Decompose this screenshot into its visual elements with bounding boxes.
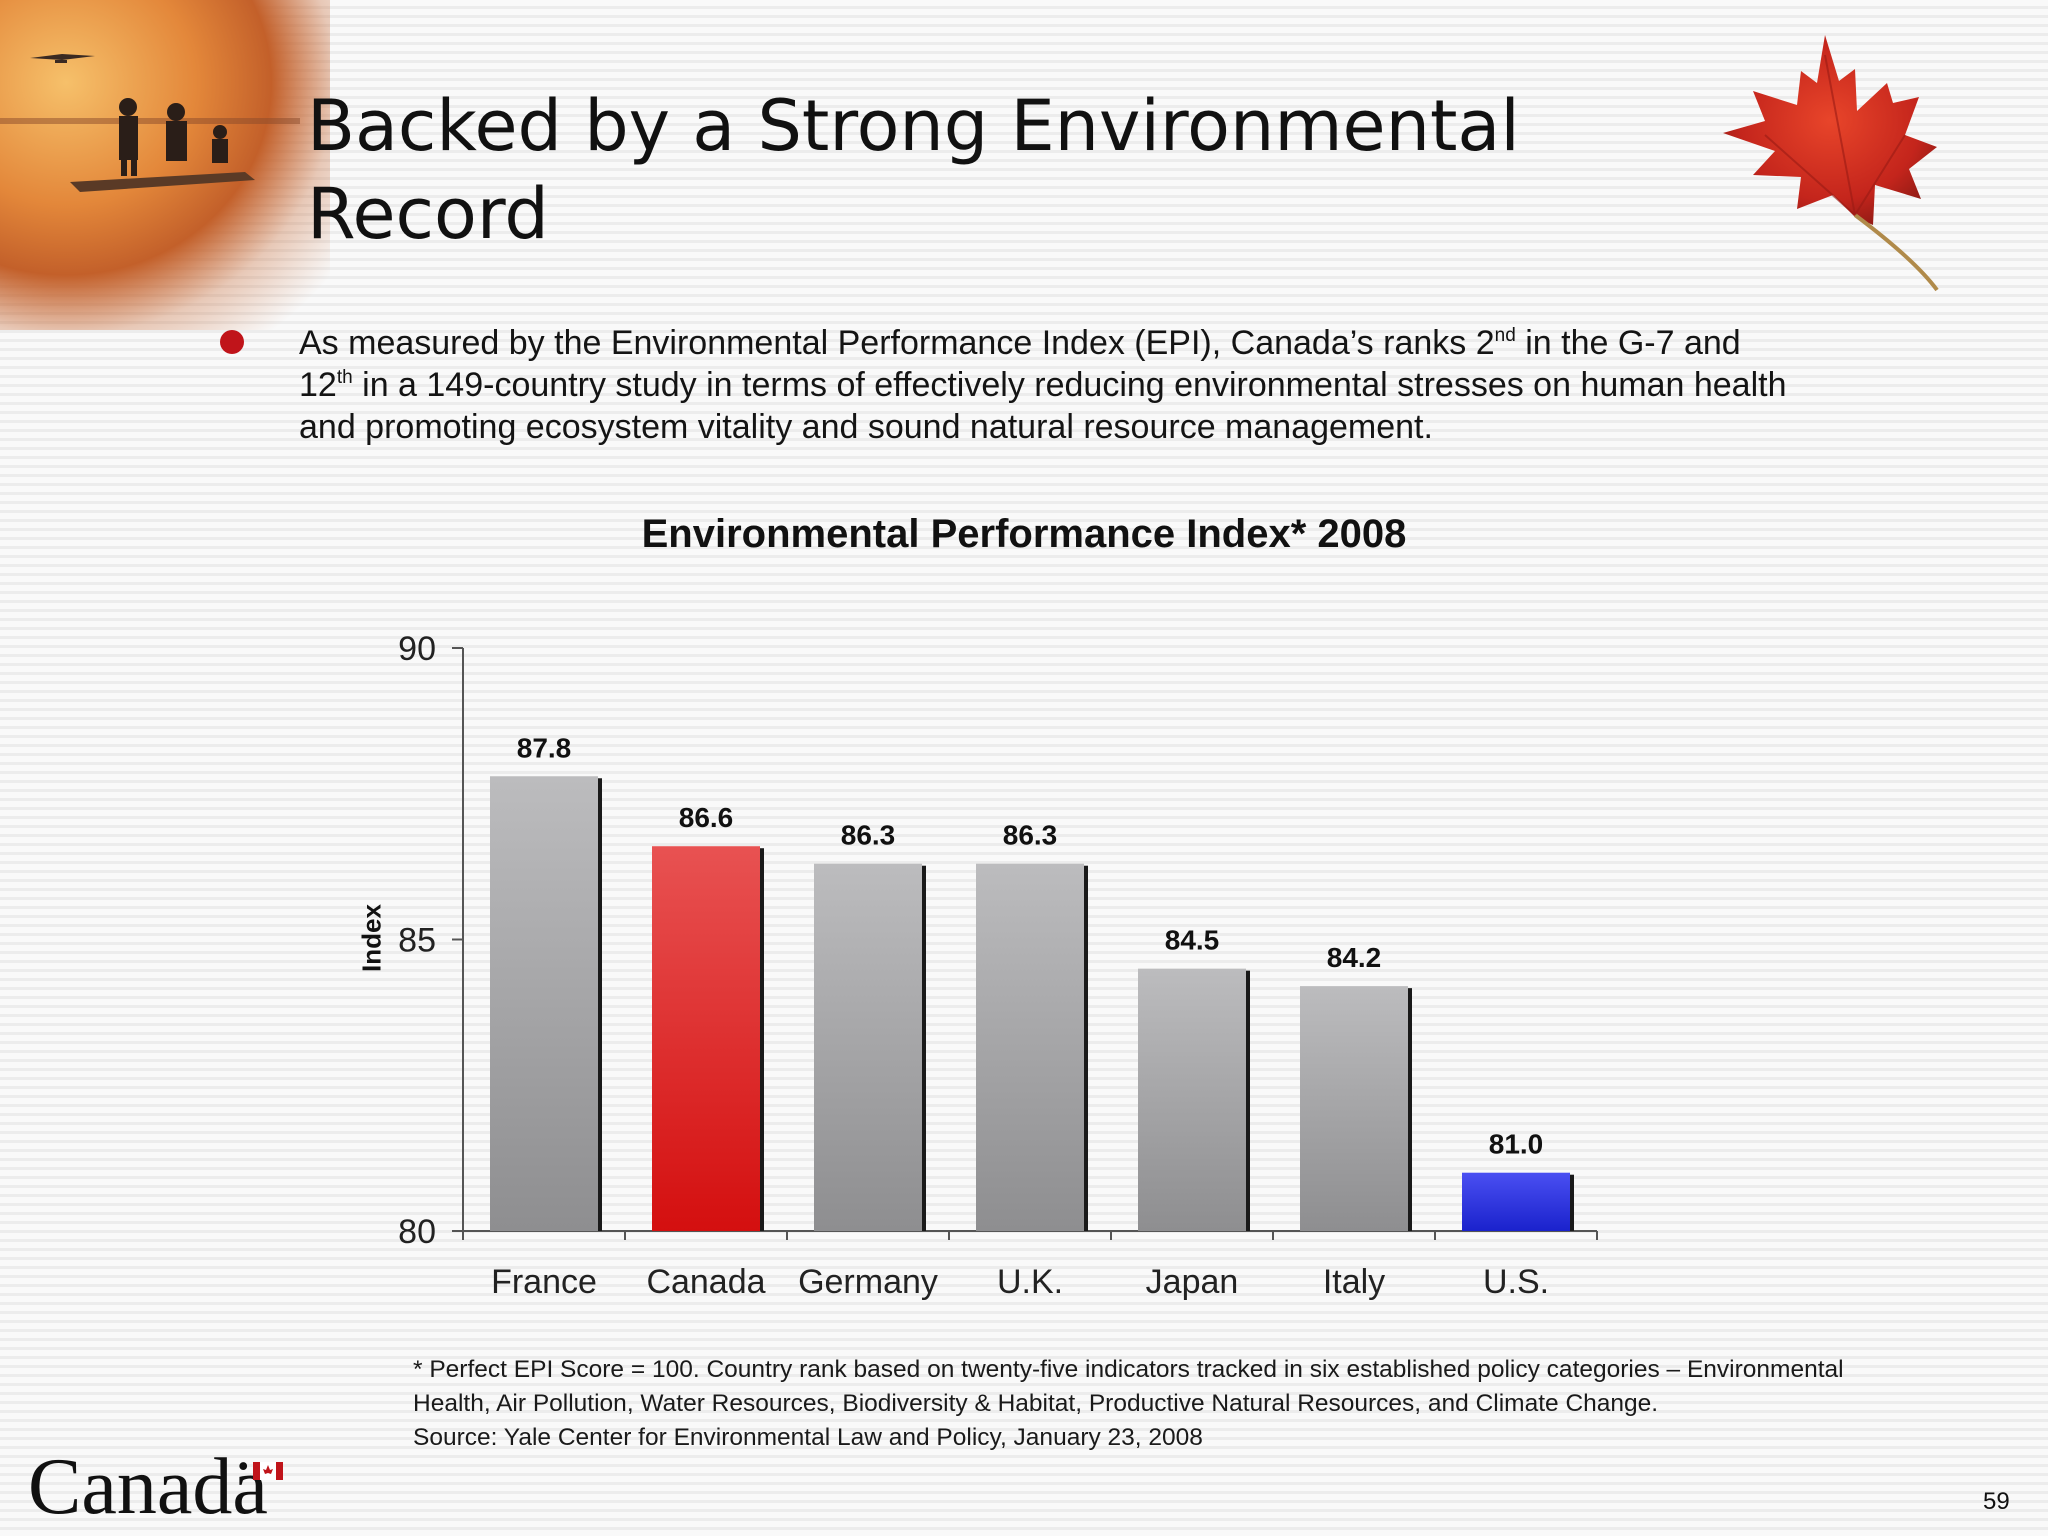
y-tick-label: 85 [398, 922, 436, 960]
bar [976, 863, 1084, 1231]
bullet-text-part1: As measured by the Environmental Perform… [299, 324, 1495, 362]
bullet-text-part2: in the G-7 and 12 [299, 324, 1741, 404]
bar-value-label: 84.5 [1165, 925, 1220, 956]
bullet-text-part3: in a 149-country study in terms of effec… [299, 366, 1787, 446]
bar [1300, 986, 1408, 1231]
bar-value-label: 86.3 [1003, 820, 1058, 851]
bar-value-label: 87.8 [517, 732, 572, 763]
footnote-line3: Source: Yale Center for Environmental La… [413, 1424, 1203, 1451]
slide-title: Backed by a Strong Environmental Record [307, 82, 1607, 258]
footnote-line1: * Perfect EPI Score = 100. Country rank … [413, 1356, 1844, 1383]
chart-title: Environmental Performance Index* 2008 [641, 512, 1407, 556]
bar [652, 846, 760, 1231]
x-category-label: France [491, 1263, 597, 1301]
bar [490, 776, 598, 1231]
bar [814, 863, 922, 1231]
bar-value-label: 81.0 [1489, 1129, 1544, 1160]
bar-value-label: 86.3 [841, 820, 896, 851]
x-category-label: Canada [646, 1263, 765, 1301]
bullet-dot [220, 330, 244, 354]
bullet-superscript-nd: nd [1494, 325, 1516, 346]
slide-title-line1: Backed by a Strong Environmental [307, 85, 1520, 167]
page-number: 59 [1983, 1488, 2010, 1515]
bullet-superscript-th: th [336, 367, 353, 388]
canada-wordmark-logo: Canadä [28, 1443, 268, 1531]
bullet-text: As measured by the Environmental Perform… [299, 322, 1799, 448]
x-category-label: Italy [1323, 1263, 1385, 1301]
landscape-photo-icon [0, 0, 330, 330]
maple-leaf-icon [1723, 35, 1939, 292]
bar-value-label: 86.6 [679, 802, 734, 833]
slide-title-line2: Record [307, 173, 549, 255]
x-category-label: Japan [1146, 1263, 1239, 1301]
footnote-line2: Health, Air Pollution, Water Resources, … [413, 1390, 1659, 1417]
x-category-label: U.K. [997, 1263, 1063, 1301]
bar-value-label: 84.2 [1327, 942, 1382, 973]
canada-flag-icon [253, 1462, 283, 1480]
y-tick-label: 90 [398, 630, 436, 668]
x-category-label: Germany [798, 1263, 938, 1301]
bar [1138, 968, 1246, 1231]
bar [1462, 1172, 1570, 1231]
y-tick-label: 80 [398, 1213, 436, 1251]
x-category-label: U.S. [1483, 1263, 1549, 1301]
footnote: * Perfect EPI Score = 100. Country rank … [413, 1353, 1844, 1455]
